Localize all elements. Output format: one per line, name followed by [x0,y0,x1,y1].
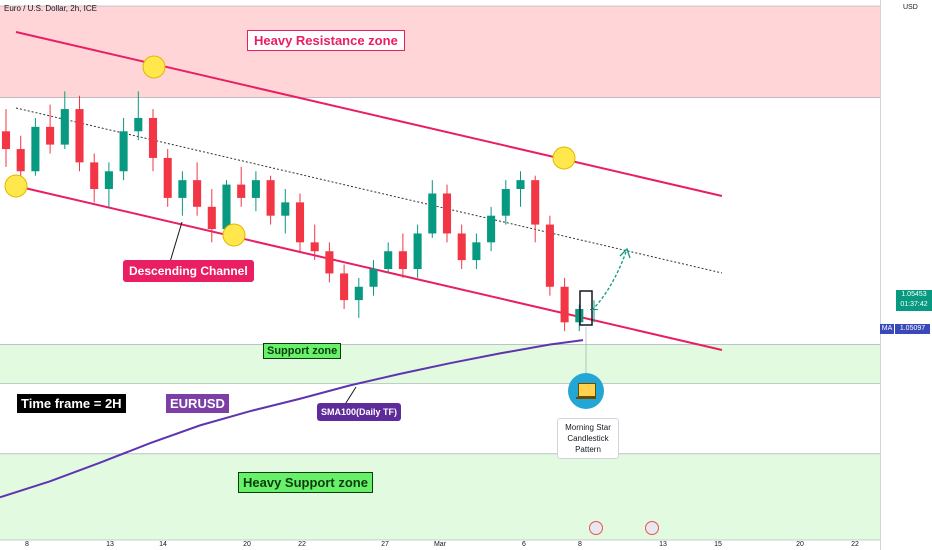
projection-arrowhead [619,247,631,259]
x-tick-label: 20 [796,541,804,548]
time-frame-label: Time frame = 2H [17,394,126,413]
candle-body [163,157,172,198]
us-flag-icon[interactable] [645,521,659,535]
x-tick-label: Mar [434,541,447,548]
candle-body [207,206,216,230]
candle-body [369,269,378,287]
candle-body [310,242,319,252]
current-price-badge: 1.05453 01:37:42 [896,290,932,311]
x-tick-label: 14 [159,541,167,548]
ma-key: MA [880,324,894,334]
heavy-support-label: Heavy Support zone [238,472,373,493]
zone-1 [0,344,880,384]
x-tick-label: 13 [106,541,114,548]
x-tick-label: 15 [714,541,722,548]
us-flag-icon[interactable] [589,521,603,535]
candle-body [60,109,69,145]
candle-body [442,193,452,234]
heavy-resistance-label: Heavy Resistance zone [247,30,405,51]
touch-highlight [142,55,166,79]
candle-body [222,184,231,230]
candle-body [46,126,55,145]
zone-2 [0,453,880,540]
x-tick-label: 8 [578,541,582,548]
x-tick-label: 8 [25,541,29,548]
zone-0 [0,6,880,98]
candle-body [545,224,554,287]
sma-label: SMA100(Daily TF) [317,403,402,421]
candle-body [193,180,202,207]
candle-body [325,251,334,274]
candle-body [487,215,496,243]
candle-body [134,117,143,132]
candle-body [1,131,11,150]
sma-pointer [343,386,357,407]
candle-body [428,193,437,234]
bar-countdown: 01:37:42 [900,301,928,308]
sma-line [0,339,584,499]
pair-label: EURUSD [166,394,229,413]
touch-highlight [552,146,576,170]
candle-body [354,286,363,301]
candle-body [104,171,113,190]
channel-lower-line [15,185,723,351]
candle-body [295,202,305,243]
x-tick-label: 22 [851,541,859,548]
candle-body [90,162,99,190]
candle-body [16,149,25,172]
candle-body [398,251,407,270]
projection-path [591,251,627,311]
candle-body [516,180,525,190]
candle-body [75,109,84,163]
candle-body [266,180,275,216]
touch-highlight [4,174,28,198]
candle-body [589,308,599,310]
candle-body [119,131,128,172]
candle-body [148,117,158,158]
currency-label: USD [903,4,918,11]
candle-body [340,273,349,301]
x-tick-label: 6 [522,541,526,548]
channel-upper-line [15,31,723,197]
x-tick-label: 27 [381,541,389,548]
x-tick-label: 20 [243,541,251,548]
price-axis[interactable]: USD [880,0,932,550]
morning-star-box [579,290,593,326]
candle-body [178,180,187,198]
support-zone-label: Support zone [263,343,342,359]
candle-body [251,180,260,198]
candle-body [531,180,540,225]
symbol-title: Euro / U.S. Dollar, 2h, ICE [4,4,97,13]
candle-body [472,242,481,261]
candle-body [457,233,466,261]
morning-star-label: Morning Star Candlestick Pattern [557,418,619,459]
morning-star-icon [568,373,604,409]
touch-highlight [222,223,246,247]
x-tick-label: 13 [659,541,667,548]
channel-mid-line [15,107,723,274]
desc-pointer [169,221,183,263]
candle-body [281,202,290,216]
candle-body [31,126,40,172]
current-price: 1.05453 [901,291,927,298]
candle-body [384,251,393,270]
descending-channel-label: Descending Channel [123,260,254,282]
candle-body [501,189,510,216]
candle-body [560,286,569,323]
ma-value: 1.05097 [895,324,930,334]
x-tick-label: 22 [298,541,306,548]
candle-body [237,184,246,198]
candle-body [413,233,422,270]
ma-badge: MA 1.05097 [880,324,932,334]
